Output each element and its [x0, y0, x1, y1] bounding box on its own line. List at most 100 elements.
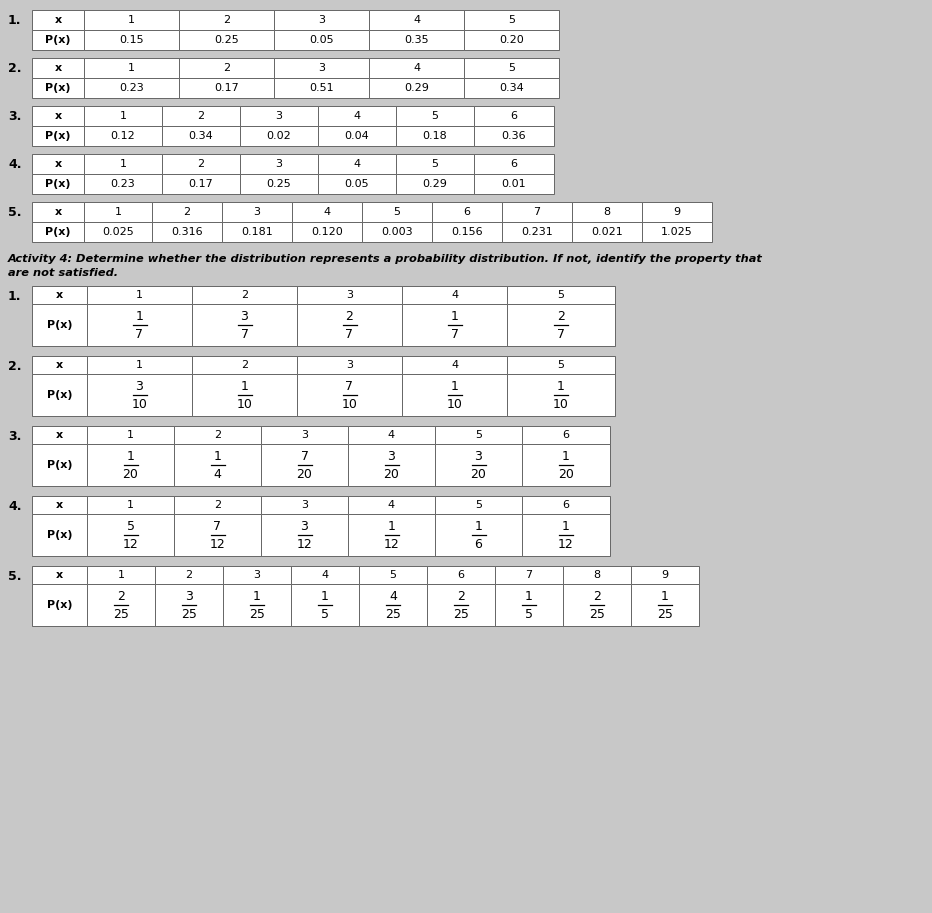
- Text: 4: 4: [353, 159, 361, 169]
- Text: 1: 1: [388, 519, 395, 532]
- Text: 3: 3: [276, 159, 282, 169]
- Text: 6: 6: [563, 430, 569, 440]
- Text: x: x: [56, 360, 63, 370]
- Text: 5: 5: [475, 500, 482, 510]
- Bar: [32, 78, 84, 98]
- Bar: [495, 584, 563, 626]
- Text: 5: 5: [127, 519, 134, 532]
- Text: 0.17: 0.17: [188, 179, 213, 189]
- Bar: [642, 202, 712, 222]
- Text: 4: 4: [323, 207, 331, 217]
- Text: 5: 5: [390, 570, 396, 580]
- Text: 0.025: 0.025: [103, 227, 134, 237]
- Text: 1: 1: [127, 449, 134, 463]
- Bar: [32, 154, 84, 174]
- Bar: [32, 426, 87, 444]
- Text: P(x): P(x): [47, 530, 73, 540]
- Text: 3: 3: [346, 360, 353, 370]
- Bar: [359, 584, 427, 626]
- Bar: [84, 174, 162, 194]
- Text: 1: 1: [450, 380, 459, 393]
- Bar: [291, 566, 359, 584]
- Text: 5.: 5.: [8, 206, 21, 219]
- Bar: [32, 566, 87, 584]
- Text: 1: 1: [450, 310, 459, 322]
- Text: 2: 2: [198, 159, 204, 169]
- Bar: [292, 202, 362, 222]
- Bar: [152, 222, 222, 242]
- Bar: [318, 154, 396, 174]
- Bar: [32, 58, 84, 78]
- Text: 3: 3: [318, 63, 325, 73]
- Text: 25: 25: [657, 608, 673, 622]
- Bar: [162, 106, 240, 126]
- Text: are not satisfied.: are not satisfied.: [8, 268, 118, 278]
- Bar: [240, 154, 318, 174]
- Text: 2: 2: [198, 111, 204, 121]
- Bar: [32, 356, 87, 374]
- Text: P(x): P(x): [46, 131, 71, 141]
- Bar: [318, 126, 396, 146]
- Bar: [522, 514, 610, 556]
- Bar: [87, 356, 192, 374]
- Text: 25: 25: [113, 608, 129, 622]
- Text: 3: 3: [240, 310, 249, 322]
- Text: 3: 3: [301, 500, 308, 510]
- Bar: [522, 426, 610, 444]
- Bar: [464, 78, 559, 98]
- Text: 5: 5: [557, 360, 565, 370]
- Text: 8: 8: [603, 207, 610, 217]
- Text: 4: 4: [389, 590, 397, 603]
- Text: x: x: [54, 111, 62, 121]
- Text: x: x: [56, 430, 63, 440]
- Bar: [297, 356, 402, 374]
- Text: 2: 2: [184, 207, 190, 217]
- Text: 0.29: 0.29: [404, 83, 429, 93]
- Text: 0.231: 0.231: [521, 227, 553, 237]
- Bar: [402, 304, 507, 346]
- Text: 8: 8: [594, 570, 600, 580]
- Text: 0.02: 0.02: [267, 131, 292, 141]
- Text: 2.: 2.: [8, 62, 21, 75]
- Bar: [162, 126, 240, 146]
- Text: 1: 1: [562, 449, 570, 463]
- Bar: [223, 584, 291, 626]
- Bar: [261, 444, 348, 486]
- Text: P(x): P(x): [47, 600, 73, 610]
- Text: 0.23: 0.23: [119, 83, 144, 93]
- Text: 5: 5: [475, 430, 482, 440]
- Bar: [32, 202, 84, 222]
- Bar: [179, 30, 274, 50]
- Bar: [432, 222, 502, 242]
- Bar: [84, 154, 162, 174]
- Bar: [297, 286, 402, 304]
- Text: 2: 2: [593, 590, 601, 603]
- Text: 5: 5: [393, 207, 401, 217]
- Text: 1: 1: [127, 430, 134, 440]
- Text: 0.120: 0.120: [311, 227, 343, 237]
- Text: 10: 10: [341, 398, 358, 412]
- Text: 3: 3: [474, 449, 483, 463]
- Text: 2: 2: [214, 500, 221, 510]
- Text: 1: 1: [117, 570, 125, 580]
- Text: 3: 3: [346, 290, 353, 300]
- Bar: [222, 222, 292, 242]
- Text: 5: 5: [508, 15, 515, 25]
- Bar: [274, 78, 369, 98]
- Text: 3: 3: [388, 449, 395, 463]
- Text: 7: 7: [240, 329, 249, 341]
- Text: 7: 7: [213, 519, 222, 532]
- Text: 0.003: 0.003: [381, 227, 413, 237]
- Bar: [563, 566, 631, 584]
- Text: 0.25: 0.25: [267, 179, 292, 189]
- Bar: [348, 514, 435, 556]
- Text: 1: 1: [136, 290, 143, 300]
- Text: 10: 10: [553, 398, 569, 412]
- Text: 3.: 3.: [8, 430, 21, 443]
- Bar: [192, 374, 297, 416]
- Bar: [87, 374, 192, 416]
- Text: 7: 7: [346, 329, 353, 341]
- Bar: [318, 174, 396, 194]
- Bar: [435, 444, 522, 486]
- Bar: [474, 106, 554, 126]
